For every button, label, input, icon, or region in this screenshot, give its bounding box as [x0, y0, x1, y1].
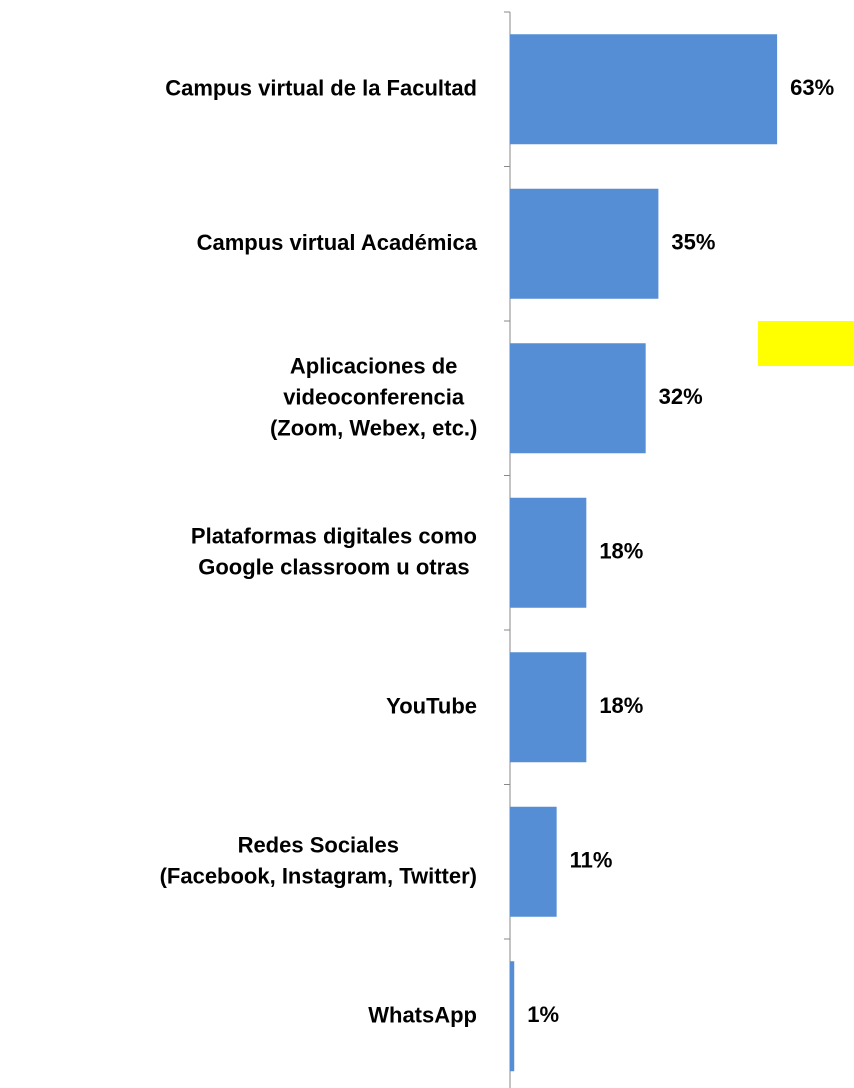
- category-label: Aplicaciones de videoconferencia (Zoom, We…: [270, 353, 477, 440]
- bar: [510, 806, 557, 917]
- highlight-box: [758, 321, 854, 366]
- value-label: 18%: [599, 693, 643, 718]
- value-label: 35%: [671, 230, 715, 255]
- category-label: Redes Sociales (Facebook, Instagram, Twit…: [160, 832, 477, 888]
- category-label: WhatsApp: [368, 1002, 477, 1027]
- bar: [510, 652, 587, 763]
- value-label: 18%: [599, 539, 643, 564]
- bar: [510, 961, 515, 1072]
- category-label: Plataformas digitales como Google classro…: [191, 523, 477, 579]
- bar: [510, 188, 659, 299]
- bar: [510, 497, 587, 608]
- category-label: Campus virtual Académica: [197, 230, 478, 255]
- category-label: Campus virtual de la Facultad: [165, 75, 477, 100]
- bar: [510, 34, 778, 145]
- category-label: YouTube: [386, 693, 477, 718]
- value-label: 1%: [527, 1002, 559, 1027]
- value-label: 63%: [790, 75, 834, 100]
- value-label: 11%: [570, 848, 613, 873]
- value-label: 32%: [659, 384, 703, 409]
- bar: [510, 343, 646, 454]
